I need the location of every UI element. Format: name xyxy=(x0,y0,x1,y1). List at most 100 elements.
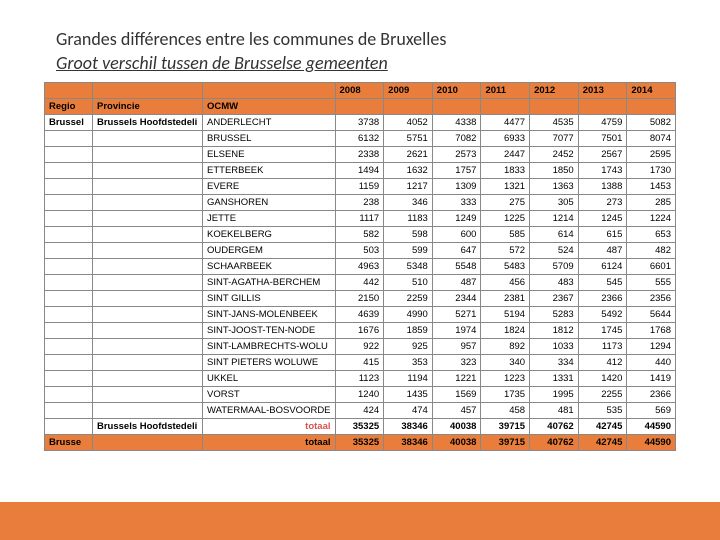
grand-row: Brussetotaal3532538346400383971540762427… xyxy=(45,435,676,451)
table-row: ETTERBEEK1494163217571833185017431730 xyxy=(45,163,676,179)
cell-value: 487 xyxy=(432,275,481,291)
cell-value: 415 xyxy=(335,355,384,371)
cell-regio xyxy=(45,323,93,339)
cell-value: 2344 xyxy=(432,291,481,307)
grand-value: 39715 xyxy=(481,435,530,451)
cell-regio xyxy=(45,291,93,307)
col-regio: Regio xyxy=(45,99,93,115)
table-row: SINT GILLIS2150225923442381236723662356 xyxy=(45,291,676,307)
cell-value: 2452 xyxy=(530,147,579,163)
cell-value: 4963 xyxy=(335,259,384,275)
cell-regio xyxy=(45,131,93,147)
cell-regio xyxy=(45,387,93,403)
title-block: Grandes différences entre les communes d… xyxy=(0,0,720,82)
subtotal-value: 40038 xyxy=(432,419,481,435)
cell-regio xyxy=(45,275,93,291)
cell-value: 6124 xyxy=(578,259,627,275)
year-2009: 2009 xyxy=(384,83,433,99)
cell-value: 1033 xyxy=(530,339,579,355)
cell-value: 1676 xyxy=(335,323,384,339)
cell-value: 1223 xyxy=(481,371,530,387)
cell-ocmw: UKKEL xyxy=(203,371,336,387)
cell-value: 1123 xyxy=(335,371,384,387)
cell-value: 1117 xyxy=(335,211,384,227)
cell-value: 1569 xyxy=(432,387,481,403)
cell-value: 1757 xyxy=(432,163,481,179)
cell-value: 1850 xyxy=(530,163,579,179)
cell-regio: Brussel xyxy=(45,115,93,131)
cell-value: 353 xyxy=(384,355,433,371)
cell-value: 1420 xyxy=(578,371,627,387)
cell-value: 2259 xyxy=(384,291,433,307)
cell-value: 482 xyxy=(627,243,676,259)
cell-value: 1833 xyxy=(481,163,530,179)
cell-ocmw: WATERMAAL-BOSVOORDE xyxy=(203,403,336,419)
cell-value: 5348 xyxy=(384,259,433,275)
cell-value: 5709 xyxy=(530,259,579,275)
cell-value: 1224 xyxy=(627,211,676,227)
cell-value: 1435 xyxy=(384,387,433,403)
cell-value: 474 xyxy=(384,403,433,419)
cell-ocmw: SINT PIETERS WOLUWE xyxy=(203,355,336,371)
cell-value: 334 xyxy=(530,355,579,371)
cell-value: 1363 xyxy=(530,179,579,195)
cell-regio xyxy=(45,163,93,179)
cell-value: 442 xyxy=(335,275,384,291)
cell-value: 4338 xyxy=(432,115,481,131)
cell-ocmw: OUDERGEM xyxy=(203,243,336,259)
cell-value: 4535 xyxy=(530,115,579,131)
cell-value: 600 xyxy=(432,227,481,243)
cell-regio xyxy=(45,211,93,227)
cell-value: 2367 xyxy=(530,291,579,307)
year-2013: 2013 xyxy=(578,83,627,99)
subtotal-total-label: totaal xyxy=(203,419,336,435)
cell-value: 305 xyxy=(530,195,579,211)
cell-provincie xyxy=(93,227,203,243)
table-row: UKKEL1123119412211223133114201419 xyxy=(45,371,676,387)
cell-value: 1859 xyxy=(384,323,433,339)
grand-total-label: totaal xyxy=(203,435,336,451)
cell-value: 2621 xyxy=(384,147,433,163)
cell-provincie xyxy=(93,131,203,147)
table-row: BrusselBrussels HoofdstedeliANDERLECHT37… xyxy=(45,115,676,131)
cell-value: 2255 xyxy=(578,387,627,403)
cell-value: 892 xyxy=(481,339,530,355)
subtotal-value: 39715 xyxy=(481,419,530,435)
cell-regio xyxy=(45,243,93,259)
cell-ocmw: SCHAARBEEK xyxy=(203,259,336,275)
cell-value: 5548 xyxy=(432,259,481,275)
cell-value: 6601 xyxy=(627,259,676,275)
cell-provincie xyxy=(93,355,203,371)
cell-value: 5644 xyxy=(627,307,676,323)
cell-value: 275 xyxy=(481,195,530,211)
cell-value: 957 xyxy=(432,339,481,355)
cell-value: 1745 xyxy=(578,323,627,339)
cell-value: 273 xyxy=(578,195,627,211)
cell-value: 599 xyxy=(384,243,433,259)
cell-ocmw: GANSHOREN xyxy=(203,195,336,211)
cell-regio xyxy=(45,259,93,275)
cell-value: 1321 xyxy=(481,179,530,195)
cell-value: 503 xyxy=(335,243,384,259)
cell-value: 1221 xyxy=(432,371,481,387)
cell-value: 323 xyxy=(432,355,481,371)
cell-provincie xyxy=(93,339,203,355)
table-wrap: 2008 2009 2010 2011 2012 2013 2014 Regio… xyxy=(0,82,720,451)
cell-value: 585 xyxy=(481,227,530,243)
cell-value: 5271 xyxy=(432,307,481,323)
cell-value: 1419 xyxy=(627,371,676,387)
table-row: VORST1240143515691735199522552366 xyxy=(45,387,676,403)
cell-value: 1735 xyxy=(481,387,530,403)
subtotal-value: 38346 xyxy=(384,419,433,435)
year-2011: 2011 xyxy=(481,83,530,99)
grand-value: 40038 xyxy=(432,435,481,451)
cell-value: 1217 xyxy=(384,179,433,195)
footer-bar xyxy=(0,502,720,540)
cell-value: 5283 xyxy=(530,307,579,323)
cell-provincie: Brussels Hoofdstedeli xyxy=(93,115,203,131)
cell-ocmw: SINT-JOOST-TEN-NODE xyxy=(203,323,336,339)
cell-value: 6933 xyxy=(481,131,530,147)
title-fr: Grandes différences entre les communes d… xyxy=(56,28,680,50)
col-ocmw: OCMW xyxy=(203,99,336,115)
cell-value: 1632 xyxy=(384,163,433,179)
